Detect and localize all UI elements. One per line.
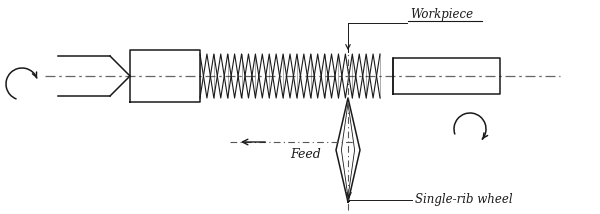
Text: Feed: Feed: [290, 147, 321, 160]
Text: Workpiece: Workpiece: [410, 7, 473, 21]
Text: Single-rib wheel: Single-rib wheel: [415, 193, 512, 207]
